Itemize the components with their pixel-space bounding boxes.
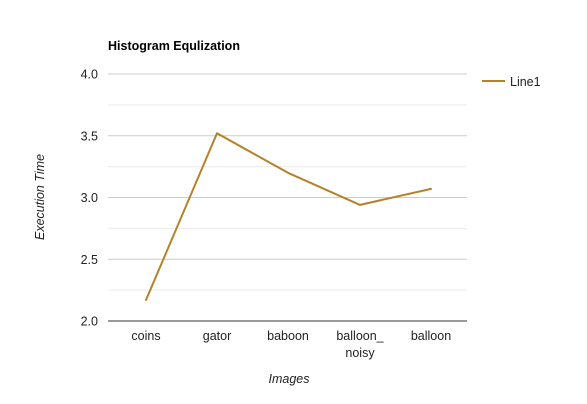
chart-title: Histogram Equlization [108,39,240,53]
x-axis-title: Images [269,372,310,386]
series-line-line1 [145,132,432,302]
series-layer [145,132,432,302]
x-tick-label: baboon [267,329,309,343]
y-tick-label: 3.5 [81,129,98,143]
x-axis-ticks: coins gator baboon balloon_ noisy balloon [131,329,451,360]
x-tick-label: balloon_ noisy [336,329,384,360]
legend-label-line1: Line1 [510,75,541,89]
y-axis-title: Execution Time [33,154,47,240]
y-tick-label: 4.0 [81,68,98,82]
x-tick-label: coins [131,329,160,343]
x-tick-label: gator [203,329,232,343]
y-tick-label: 2.5 [81,253,98,267]
y-tick-label: 2.0 [81,315,98,329]
grid-layer [108,73,467,322]
y-tick-label: 3.0 [81,191,98,205]
x-tick-label: balloon [411,329,451,343]
legend: Line1 [482,75,541,89]
y-axis-ticks: 2.0 2.5 3.0 3.5 4.0 [81,68,98,329]
